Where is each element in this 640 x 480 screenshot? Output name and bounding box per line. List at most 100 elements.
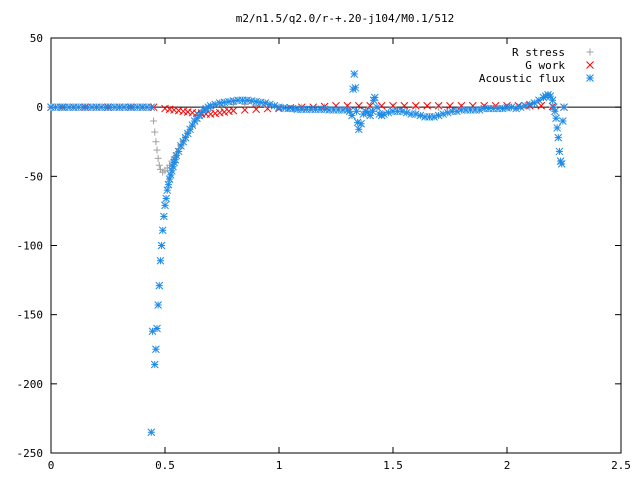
data-point [443, 108, 452, 117]
data-point [435, 103, 443, 111]
marker-stroke [380, 110, 388, 118]
data-point [434, 111, 443, 120]
data-point [229, 106, 238, 115]
marker-stroke [389, 101, 397, 110]
marker-stroke [361, 107, 370, 116]
marker-stroke [174, 106, 183, 115]
marker-stroke [398, 107, 406, 116]
data-point [154, 301, 163, 309]
marker-stroke [352, 107, 361, 116]
data-point [151, 128, 159, 136]
marker-stroke [555, 147, 564, 156]
data-point [261, 99, 270, 107]
y-tick-label: -200 [17, 378, 44, 391]
marker-stroke [434, 111, 443, 120]
marker-stroke [161, 201, 169, 210]
data-point [206, 101, 215, 110]
marker-stroke [252, 105, 261, 114]
marker-stroke [161, 104, 169, 113]
x-tick-label: 2.5 [611, 459, 631, 472]
marker-stroke [434, 101, 443, 110]
y-tick-label: 50 [30, 32, 43, 45]
marker-stroke [247, 97, 256, 105]
data-point [398, 107, 406, 116]
marker-stroke [525, 100, 534, 109]
marker-stroke [357, 119, 365, 128]
marker-stroke [416, 111, 425, 120]
data-point [153, 324, 161, 333]
data-point [211, 100, 220, 109]
marker-stroke [279, 104, 288, 112]
marker-stroke [475, 106, 484, 114]
marker-stroke [211, 100, 220, 109]
marker-stroke [147, 103, 156, 112]
marker-stroke [516, 103, 525, 112]
data-point [370, 93, 379, 102]
marker-stroke [537, 101, 546, 110]
data-point [389, 101, 397, 110]
data-point [270, 101, 279, 110]
marker-stroke [157, 241, 166, 250]
marker-stroke [549, 103, 558, 112]
data-point [423, 101, 432, 110]
data-point [411, 110, 420, 118]
data-point [384, 108, 393, 117]
data-point [548, 96, 557, 105]
marker-stroke [443, 108, 452, 117]
data-point [155, 161, 163, 169]
marker-stroke [170, 106, 178, 114]
marker-stroke [512, 104, 520, 113]
data-point [352, 107, 361, 116]
marker-stroke [243, 96, 251, 105]
marker-stroke [183, 108, 192, 116]
marker-stroke [423, 101, 432, 110]
data-point [152, 345, 160, 354]
data-point [525, 100, 534, 109]
marker-stroke [256, 98, 265, 107]
marker-stroke [370, 93, 379, 102]
data-point [350, 70, 359, 78]
marker-stroke [179, 107, 188, 116]
x-tick-label: 0 [48, 459, 55, 472]
marker-stroke [261, 99, 270, 107]
marker-stroke [150, 360, 159, 369]
marker-stroke [411, 101, 420, 110]
marker-stroke [229, 106, 238, 115]
marker-stroke [343, 106, 352, 114]
marker-stroke [557, 160, 566, 168]
data-point [380, 110, 388, 118]
marker-stroke [158, 226, 167, 235]
marker-stroke [206, 101, 215, 110]
marker-stroke [446, 101, 454, 110]
marker-stroke [551, 107, 559, 116]
data-point [416, 111, 425, 120]
legend-label: G work [525, 59, 565, 72]
data-point [162, 194, 170, 203]
marker-stroke [546, 92, 555, 100]
marker-stroke [351, 83, 360, 92]
data-point [351, 83, 360, 92]
data-point [557, 160, 566, 168]
data-point [452, 107, 461, 116]
x-tick-label: 0.5 [155, 459, 175, 472]
marker-stroke [275, 103, 283, 112]
data-point [411, 101, 420, 110]
legend-label: R stress [512, 46, 565, 59]
marker-stroke [188, 108, 197, 117]
x-tick-label: 2 [504, 459, 511, 472]
marker-stroke [240, 106, 249, 114]
data-point [402, 108, 411, 117]
marker-stroke [163, 186, 172, 195]
marker-stroke [560, 103, 568, 112]
data-point [439, 110, 448, 118]
marker-stroke [373, 103, 381, 112]
data-point [156, 256, 165, 265]
y-tick-label: -150 [17, 309, 44, 322]
marker-stroke [548, 96, 557, 105]
data-point [551, 107, 559, 116]
legend-label: Acoustic flux [479, 72, 565, 85]
data-point [412, 103, 420, 111]
data-point [373, 103, 381, 112]
marker-stroke [266, 100, 274, 109]
